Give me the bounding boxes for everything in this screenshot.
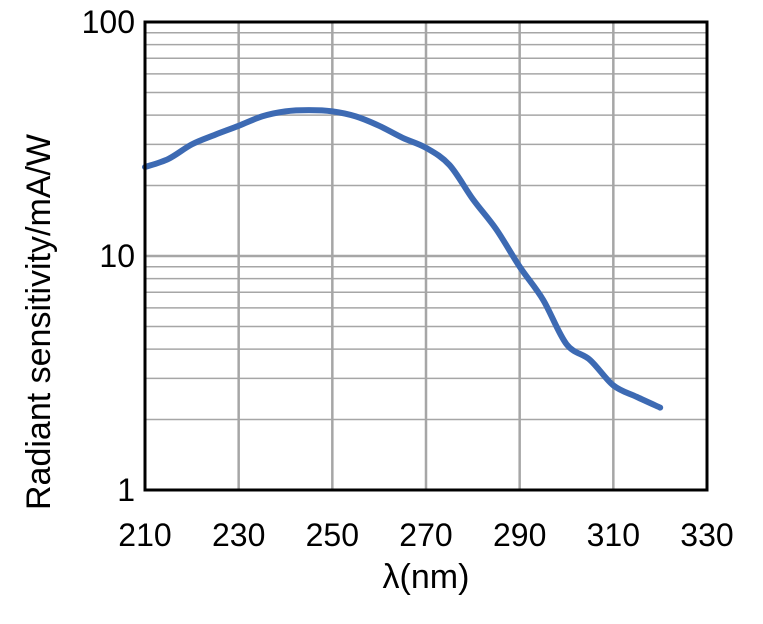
x-tick-label: 210 [118,517,171,553]
x-tick-label: 310 [587,517,640,553]
x-tick-label: 270 [399,517,452,553]
plot-frame [143,20,709,492]
x-tick-label: 250 [306,517,359,553]
y-axis-label: Radiant sensitivity/mA/W [20,134,58,510]
x-axis-label: λ(nm) [383,558,470,596]
y-tick-label: 1 [117,472,135,508]
series-line-0 [142,107,664,411]
y-tick-label: 10 [99,238,135,274]
x-tick-label: 330 [680,517,733,553]
y-tick-label: 100 [82,4,135,40]
series-layer [142,107,664,411]
x-tick-label: 290 [493,517,546,553]
tick-labels: 210 230 250 270 290 310 330 1 10 100 [82,4,734,553]
x-tick-label: 230 [212,517,265,553]
grid [143,20,709,492]
